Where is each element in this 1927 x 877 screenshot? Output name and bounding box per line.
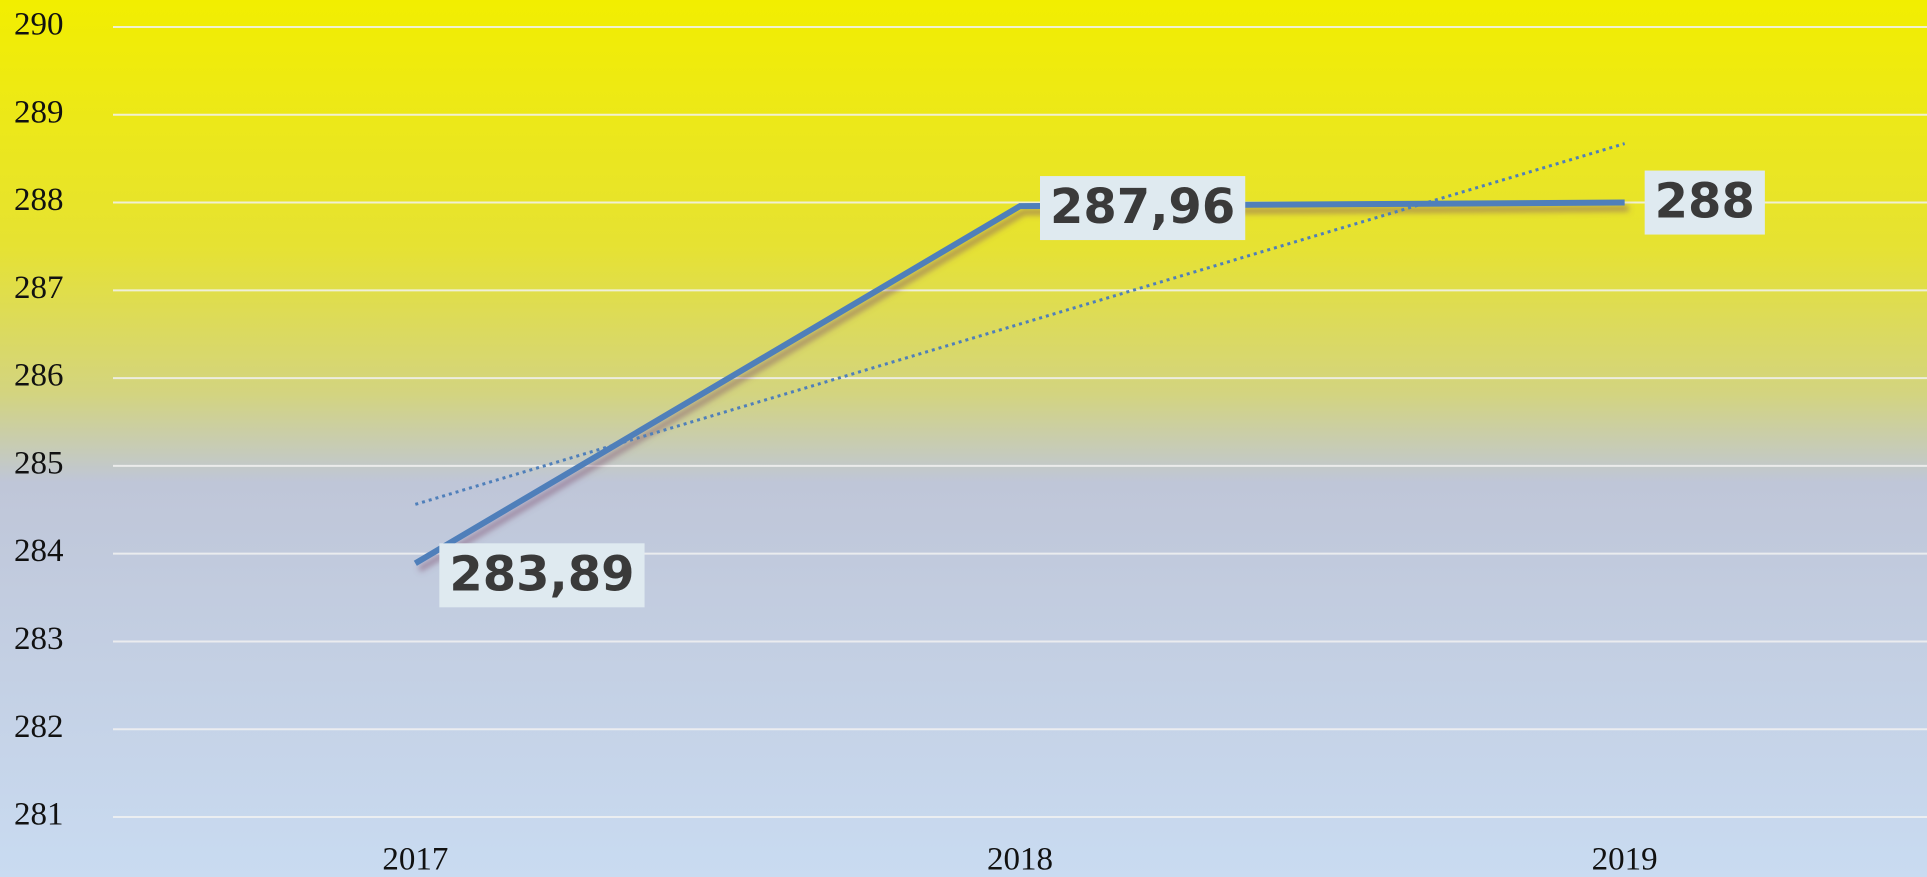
- y-tick-label: 285: [14, 445, 64, 481]
- y-tick-label: 289: [14, 94, 64, 130]
- x-tick-label: 2019: [1592, 842, 1658, 877]
- x-tick-label: 2018: [987, 842, 1053, 877]
- trendline: [414, 142, 1626, 506]
- y-tick-label: 287: [14, 270, 64, 306]
- data-label-box: [1644, 170, 1765, 235]
- y-tick-label: 282: [14, 709, 64, 745]
- data-label-box: [1040, 176, 1246, 241]
- y-tick-label: 284: [14, 533, 64, 569]
- y-tick-label: 290: [14, 7, 64, 43]
- data-label: 283,89: [449, 546, 634, 602]
- data-label: 287,96: [1050, 179, 1235, 235]
- data-label: 288: [1655, 174, 1755, 230]
- y-tick-label: 288: [14, 182, 64, 218]
- y-tick-label: 283: [14, 621, 64, 657]
- data-label-box: [439, 543, 645, 608]
- y-tick-label: 286: [14, 358, 64, 394]
- y-tick-label: 281: [14, 797, 64, 833]
- x-tick-label: 2017: [382, 842, 448, 877]
